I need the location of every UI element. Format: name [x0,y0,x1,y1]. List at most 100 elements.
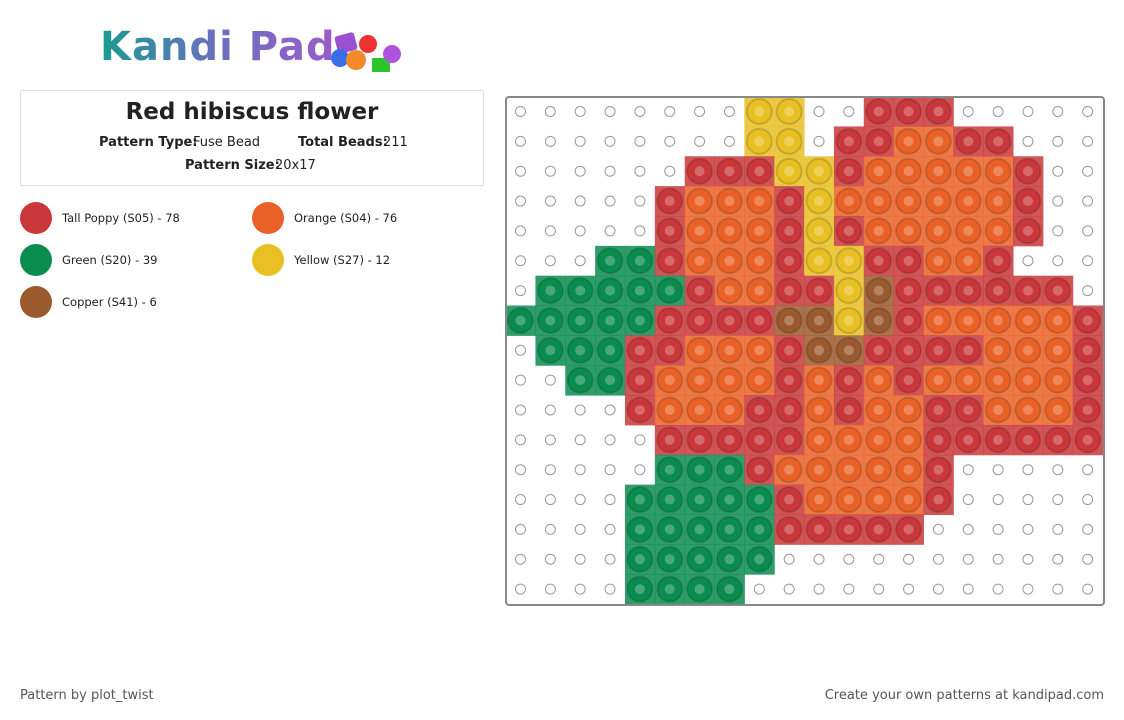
logo[interactable]: Kandi Pad [100,24,336,70]
bead-hole [843,136,854,147]
bead [835,157,863,185]
bead-hole [993,405,1004,415]
site-link[interactable]: Create your own patterns at kandipad.com [824,688,1104,703]
bead-hole [664,524,675,535]
bead-hole [814,464,824,475]
peg [634,165,646,177]
peg [604,225,616,237]
bead [895,336,923,364]
peg [1022,553,1034,565]
bead [1074,366,1102,394]
bead [715,366,743,394]
bead-hole [784,375,795,386]
peg [544,583,556,595]
bead-board [505,96,1105,606]
bead-hole [814,405,824,415]
bead [805,396,833,424]
peg [992,106,1004,117]
bead-hole [784,494,795,505]
bead-hole [933,166,944,177]
bead [775,277,803,305]
bead [984,336,1012,364]
bead-hole [1082,434,1093,445]
bead [805,336,833,364]
bead-hole [694,584,705,595]
bead [1014,396,1042,424]
bead [805,157,833,185]
bead-hole [724,225,735,236]
bead-hole [664,285,675,296]
bead-hole [1082,405,1093,415]
bead [745,515,773,543]
bead-hole [664,315,675,326]
bead [775,187,803,215]
bead [686,456,714,484]
bead [656,396,684,424]
bead [984,396,1012,424]
bead [596,366,624,394]
credit[interactable]: Pattern by plot_twist [20,688,154,703]
bead-hole [963,166,974,177]
peg [574,165,586,177]
bead [686,486,714,514]
bead-hole [1082,315,1093,326]
peg [932,583,944,595]
bead [1014,277,1042,305]
bead [775,486,803,514]
bead [1044,426,1072,454]
bead [1014,187,1042,215]
peg [604,106,616,117]
bead-hole [784,136,795,147]
peg [932,553,944,565]
bead-hole [694,375,705,386]
bead [656,247,684,275]
bead [686,306,714,334]
peg [1052,195,1064,207]
bead [745,366,773,394]
bead [865,515,893,543]
peg [992,494,1004,506]
bead [984,426,1012,454]
peg [574,195,586,207]
bead [775,157,803,185]
bead [835,247,863,275]
peg [544,165,556,177]
bead [805,486,833,514]
peg [723,135,735,147]
peg [903,583,915,595]
bead-hole [903,255,914,266]
bead-hole [694,315,705,326]
peg [1022,494,1034,506]
bead-hole [963,345,974,356]
bead [775,98,803,125]
bead-hole [664,375,675,386]
bead [895,157,923,185]
bead-hole [754,315,765,326]
peg [1022,106,1034,117]
bead [745,98,773,125]
bead [805,187,833,215]
bead [835,515,863,543]
bead [596,247,624,275]
bead [924,426,952,454]
peg [515,374,526,386]
bead-hole [1052,345,1063,356]
legend-text: Orange (S04) - 76 [294,211,398,225]
bead-hole [873,405,884,415]
peg [574,255,586,267]
bead-hole [843,345,854,356]
bead-hole [903,315,914,326]
bead-hole [873,524,884,535]
bead-hole [963,285,974,296]
bead-hole [784,285,795,296]
peg [783,553,795,565]
bead-hole [843,285,854,296]
bead [686,217,714,245]
bead-hole [843,315,854,326]
peg [1082,106,1094,117]
bead [865,396,893,424]
peg [1082,255,1094,267]
bead-hole [1052,315,1063,326]
bead [805,247,833,275]
bead [507,306,534,334]
